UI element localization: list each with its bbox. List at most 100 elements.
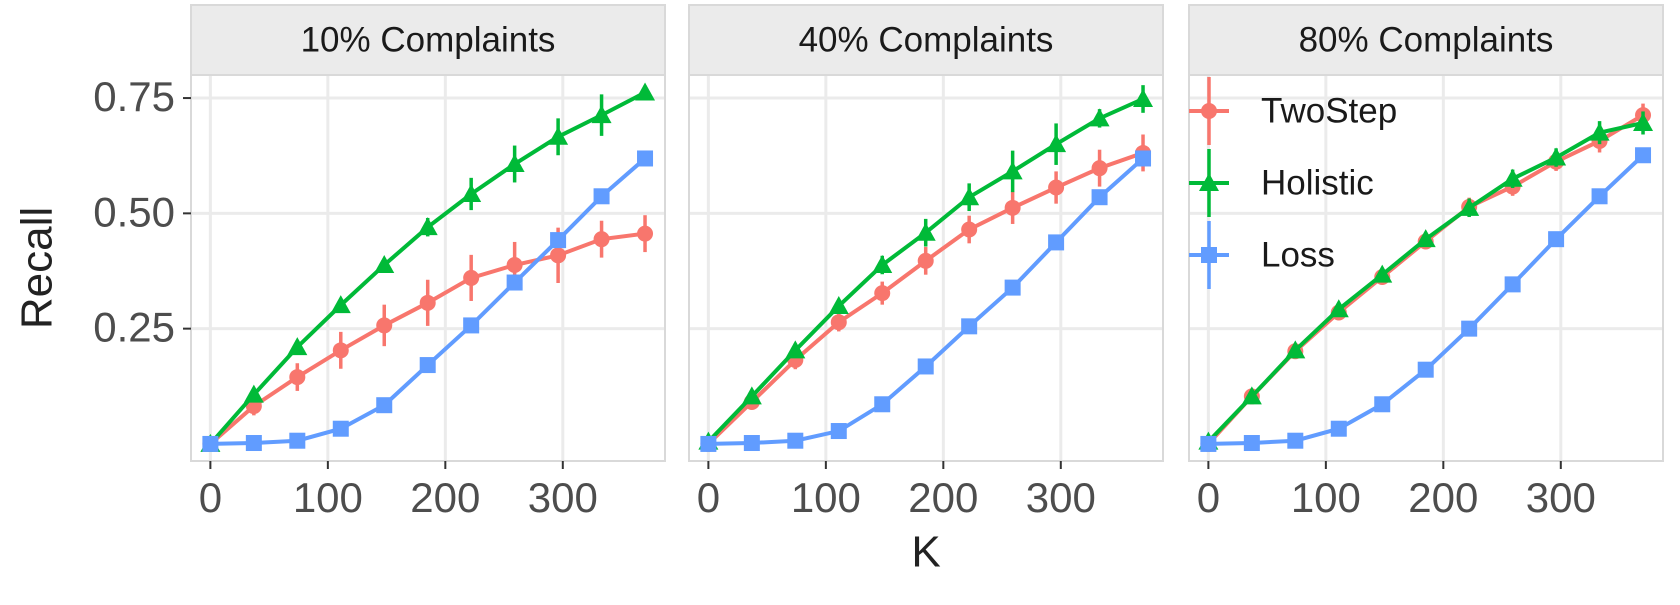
series — [698, 85, 1154, 450]
point-marker — [1004, 199, 1021, 216]
facet-title: 10% Complaints — [301, 20, 556, 59]
x-tick-label: 100 — [293, 474, 363, 521]
y-tick-label: 0.25 — [93, 304, 175, 351]
legend-key-marker — [1199, 173, 1219, 191]
point-marker — [1591, 188, 1608, 205]
panel-background — [191, 75, 665, 461]
point-marker — [591, 105, 612, 124]
point-marker — [1328, 299, 1349, 318]
point-marker — [1417, 361, 1434, 378]
point-marker — [828, 296, 849, 315]
x-axis-title: K — [911, 528, 940, 577]
point-marker — [830, 314, 847, 331]
legend-label: Holistic — [1261, 163, 1374, 202]
point-marker — [506, 274, 523, 291]
point-marker — [1461, 320, 1478, 337]
point-marker — [1546, 147, 1567, 166]
point-marker — [961, 318, 978, 335]
point-marker — [741, 386, 762, 405]
point-marker — [593, 188, 610, 205]
point-marker — [1048, 234, 1065, 251]
point-marker — [785, 340, 806, 359]
legend-label: TwoStep — [1261, 91, 1397, 130]
x-tick-label: 0 — [697, 474, 720, 521]
series — [202, 150, 654, 452]
series — [200, 82, 656, 452]
point-marker — [1633, 112, 1654, 131]
point-marker — [374, 255, 395, 274]
x-tick-label: 200 — [410, 474, 480, 521]
point-marker — [202, 435, 219, 452]
y-tick-label: 0.75 — [93, 73, 175, 120]
point-marker — [287, 337, 308, 356]
point-marker — [637, 150, 654, 167]
point-marker — [1372, 264, 1393, 283]
point-marker — [961, 221, 978, 238]
panel-border — [1188, 74, 1664, 462]
point-marker — [1048, 179, 1065, 196]
point-marker — [787, 432, 804, 449]
point-marker — [417, 217, 438, 236]
point-marker — [830, 423, 847, 440]
x-tick-label: 0 — [1197, 474, 1220, 521]
series — [1198, 111, 1654, 450]
point-marker — [593, 231, 610, 248]
x-tick-label: 100 — [1291, 474, 1361, 521]
point-marker — [376, 317, 393, 334]
point-marker — [1415, 229, 1436, 248]
point-marker — [959, 187, 980, 206]
series — [700, 134, 1152, 452]
point-marker — [872, 255, 893, 274]
point-marker — [637, 225, 654, 242]
point-marker — [1089, 108, 1110, 127]
point-marker — [1135, 150, 1152, 167]
point-marker — [461, 183, 482, 202]
point-marker — [289, 369, 306, 386]
point-marker — [548, 126, 569, 145]
point-marker — [550, 247, 567, 264]
legend-label: Loss — [1261, 235, 1335, 274]
point-marker — [1548, 231, 1565, 248]
legend-item: Holistic — [1189, 149, 1374, 217]
point-marker — [1046, 134, 1067, 153]
point-marker — [419, 357, 436, 374]
point-marker — [1374, 396, 1391, 413]
series — [1200, 147, 1652, 452]
facet-strip — [190, 4, 666, 76]
point-marker — [463, 317, 480, 334]
legend-key-marker — [1201, 103, 1217, 119]
legend-item: Loss — [1189, 221, 1335, 289]
point-marker — [1285, 340, 1306, 359]
point-marker — [874, 396, 891, 413]
point-marker — [874, 285, 891, 302]
point-marker — [1200, 435, 1217, 452]
x-tick-label: 200 — [1408, 474, 1478, 521]
point-marker — [504, 154, 525, 173]
point-marker — [1330, 420, 1347, 437]
point-marker — [700, 435, 717, 452]
legend-key-marker — [1201, 247, 1217, 263]
point-marker — [1002, 161, 1023, 180]
x-tick-label: 200 — [908, 474, 978, 521]
facet-title: 80% Complaints — [1299, 20, 1554, 59]
facet-strip — [1188, 4, 1664, 76]
point-marker — [506, 257, 523, 274]
panel-border — [688, 74, 1164, 462]
facet-title: 40% Complaints — [799, 20, 1054, 59]
facet-strip — [688, 4, 1164, 76]
point-marker — [463, 269, 480, 286]
point-marker — [1091, 160, 1108, 177]
x-tick-label: 300 — [1026, 474, 1096, 521]
point-marker — [1502, 168, 1523, 187]
point-marker — [376, 397, 393, 414]
point-marker — [1133, 88, 1154, 107]
point-marker — [1004, 279, 1021, 296]
x-tick-label: 0 — [199, 474, 222, 521]
point-marker — [1287, 432, 1304, 449]
panel-border — [190, 74, 666, 462]
point-marker — [743, 435, 760, 452]
y-tick-label: 0.50 — [93, 188, 175, 235]
point-marker — [1635, 147, 1652, 164]
